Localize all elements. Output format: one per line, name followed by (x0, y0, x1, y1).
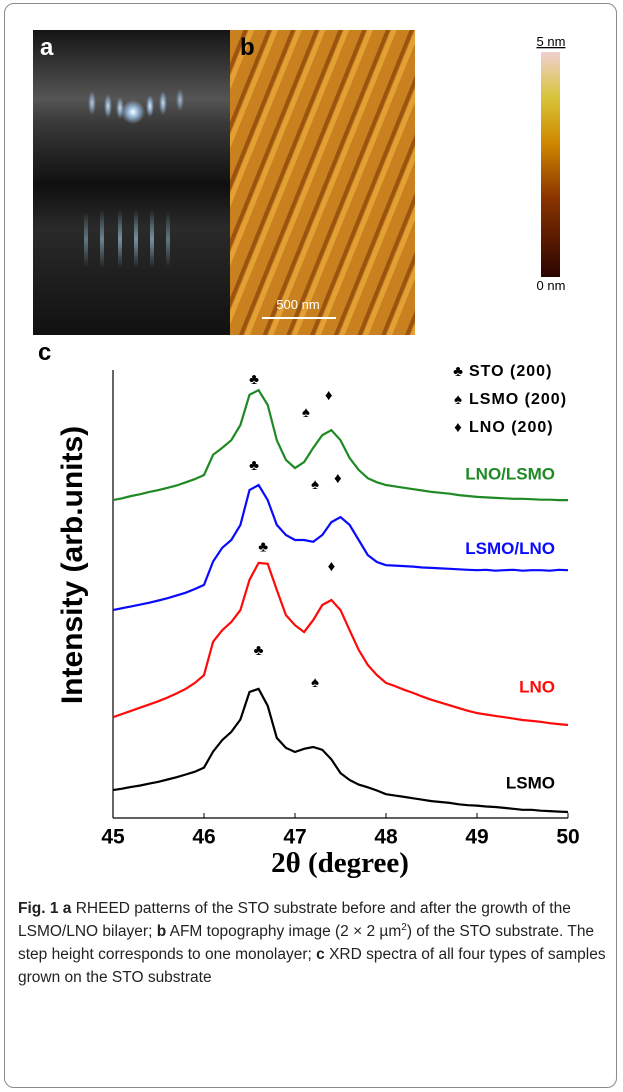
caption: Fig. 1 a RHEED patterns of the STO subst… (18, 897, 610, 989)
y-axis-label: Intensity (arb.units) (56, 426, 89, 704)
peak-marker: ♠ (311, 476, 319, 493)
series-line (112, 388, 568, 502)
x-tick-label: 47 (283, 826, 306, 849)
panel-label: c (38, 339, 51, 366)
peak-marker: ♣ (258, 539, 268, 556)
rheed-spots (88, 89, 184, 124)
caption-text: ) of the STO substrate. The step height … (18, 923, 599, 963)
series-label: LNO (519, 678, 555, 697)
series-label: LSMO (506, 774, 555, 793)
peak-marker: ♦ (328, 558, 336, 575)
legend-label: LNO (200) (469, 419, 554, 436)
x-tick-label: 48 (374, 826, 398, 849)
x-tick-label: 46 (192, 826, 215, 849)
peak-marker: ♦ (334, 470, 342, 487)
caption-text: RHEED patterns of the STO substrate befo… (18, 900, 576, 940)
x-tick-label: 49 (465, 826, 488, 849)
series-label: LNO/LSMO (465, 465, 555, 484)
caption-text: c (316, 946, 325, 963)
colorbar-min: 0 nm (537, 278, 566, 293)
figure: 500 nm 5 nm 0 nm a b c 2θ (degree) Inten… (33, 30, 580, 879)
figure-frame (4, 3, 617, 1088)
peak-marker: ♦ (325, 387, 333, 404)
legend-label: LSMO (200) (469, 391, 567, 408)
peak-marker: ♠ (311, 674, 319, 691)
series-line (112, 687, 569, 814)
scale-bar-label: 500 nm (276, 297, 319, 312)
legend-symbol: ♦ (454, 419, 462, 436)
rheed-after (33, 183, 230, 335)
x-tick-label: 50 (556, 826, 579, 849)
caption-text: XRD spectra of all four types of samples… (18, 946, 610, 986)
legend-label: STO (200) (469, 363, 552, 380)
legend-symbol: ♠ (454, 391, 462, 408)
peak-marker: ♣ (249, 457, 259, 474)
panel-label: a (40, 34, 54, 61)
panel-label: b (240, 34, 255, 61)
colorbar-max: 5 nm (537, 34, 566, 49)
colorbar (541, 52, 560, 277)
legend-symbol: ♣ (453, 363, 463, 380)
peak-marker: ♣ (254, 642, 264, 659)
series-line (112, 483, 569, 612)
caption-text: b (156, 923, 167, 940)
series-label: LSMO/LNO (465, 539, 555, 558)
caption-text: AFM topography image (2 × 2 µm (166, 923, 402, 940)
caption-text: Fig. 1 a (18, 900, 72, 917)
series-line (112, 561, 569, 727)
peak-marker: ♣ (249, 371, 259, 388)
x-axis-label: 2θ (degree) (271, 847, 409, 879)
peak-marker: ♠ (302, 404, 310, 421)
x-tick-label: 45 (101, 826, 125, 849)
afm-image (230, 30, 415, 335)
rheed-streaks (84, 210, 170, 268)
caption-text: 2 (401, 921, 407, 933)
